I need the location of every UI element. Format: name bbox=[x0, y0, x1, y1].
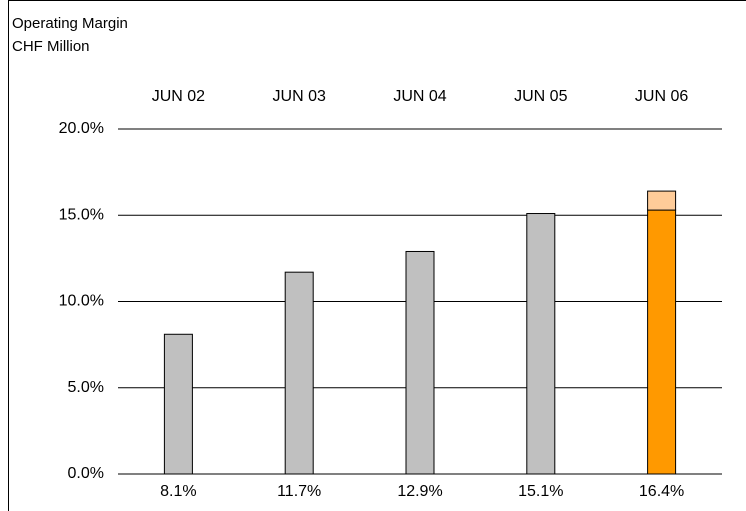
bar-segment bbox=[284, 271, 314, 475]
chart-title: Operating Margin bbox=[12, 15, 128, 32]
bar-segment bbox=[405, 250, 435, 475]
bar-segment bbox=[163, 333, 193, 475]
data-label: 8.1% bbox=[160, 483, 196, 500]
data-label: 16.4% bbox=[639, 483, 684, 500]
y-tick-label: 0.0% bbox=[68, 465, 104, 482]
x-tick-label: JUN 06 bbox=[635, 88, 688, 105]
y-tick-label: 15.0% bbox=[59, 206, 104, 223]
x-tick-label: JUN 04 bbox=[393, 88, 446, 105]
x-tick-label: JUN 05 bbox=[514, 88, 567, 105]
chart-border bbox=[8, 0, 746, 511]
bar-segment bbox=[526, 213, 556, 475]
x-tick-label: JUN 02 bbox=[152, 88, 205, 105]
bar-segment bbox=[647, 190, 677, 211]
data-label: 12.9% bbox=[397, 483, 442, 500]
chart-subtitle: CHF Million bbox=[12, 38, 90, 55]
data-label: 11.7% bbox=[277, 483, 321, 500]
y-tick-label: 10.0% bbox=[59, 293, 104, 310]
data-label: 15.1% bbox=[518, 483, 563, 500]
x-tick-label: JUN 03 bbox=[273, 88, 326, 105]
bar-segment bbox=[647, 209, 677, 475]
y-tick-label: 5.0% bbox=[68, 379, 104, 396]
y-tick-label: 20.0% bbox=[59, 120, 104, 137]
